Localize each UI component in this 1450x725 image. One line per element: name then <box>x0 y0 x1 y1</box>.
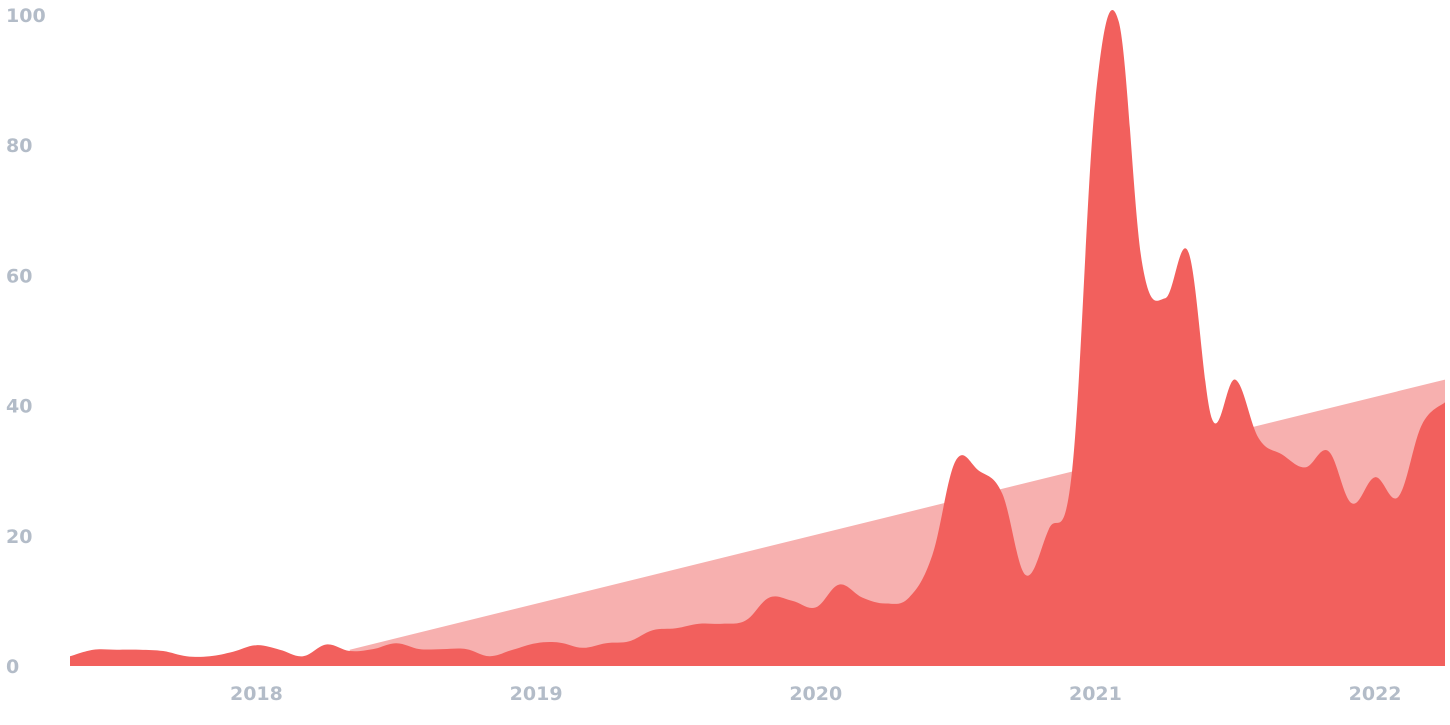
y-tick-label: 0 <box>6 656 19 678</box>
x-tick-label: 2019 <box>510 683 563 705</box>
y-tick-label: 20 <box>6 526 32 548</box>
y-tick-label: 40 <box>6 396 32 418</box>
x-tick-label: 2020 <box>789 683 842 705</box>
x-tick-label: 2021 <box>1069 683 1122 705</box>
y-tick-label: 60 <box>6 265 32 287</box>
x-tick-label: 2018 <box>230 683 283 705</box>
y-tick-label: 100 <box>6 5 46 27</box>
x-axis-ticks: 2018 2019 2020 2021 2022 <box>230 683 1402 705</box>
area-layer <box>70 9 1446 667</box>
y-axis-ticks: 0 20 40 60 80 100 <box>6 5 46 678</box>
interest-area <box>70 9 1445 667</box>
x-tick-label: 2022 <box>1349 683 1402 705</box>
y-tick-label: 80 <box>6 135 32 157</box>
